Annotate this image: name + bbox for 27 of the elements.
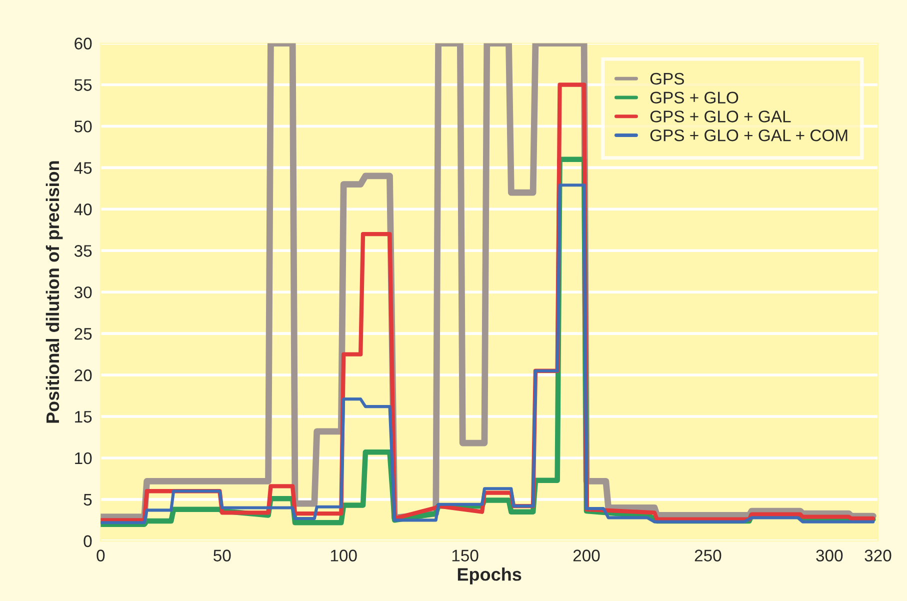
legend-label: GPS + GLO (650, 92, 738, 104)
y-axis-title: Positional dilution of precision (46, 161, 63, 423)
y-tick-label: 15 (75, 411, 92, 423)
x-axis-title: Epochs (458, 568, 522, 584)
y-tick-label: 55 (74, 79, 92, 91)
y-tick-label: 30 (74, 286, 92, 298)
y-tick-label: 35 (74, 245, 92, 257)
x-tick-label: 250 (694, 550, 722, 562)
y-tick-label: 40 (74, 204, 92, 216)
x-tick-label: 100 (330, 550, 357, 562)
x-tick-label: 50 (214, 550, 231, 562)
y-tick-label: 45 (74, 162, 92, 174)
x-tick-label: 0 (96, 550, 105, 562)
x-tick-label: 150 (452, 550, 478, 562)
y-tick-label: 5 (84, 494, 92, 506)
y-tick-label: 50 (74, 120, 92, 132)
x-tick-label: 200 (573, 550, 600, 562)
y-tick-label: 25 (74, 328, 92, 340)
legend-label: GPS + GLO + GAL + COM (650, 129, 848, 142)
x-tick-label: 300 (816, 550, 843, 562)
legend-label: GPS (650, 72, 684, 85)
y-tick-label: 0 (84, 535, 92, 548)
y-tick-label: 60 (74, 38, 92, 50)
y-tick-label: 20 (74, 369, 92, 382)
x-tick-label: 320 (864, 550, 892, 562)
legend-label: GPS + GLO + GAL (650, 110, 791, 122)
y-tick-label: 10 (75, 452, 92, 464)
